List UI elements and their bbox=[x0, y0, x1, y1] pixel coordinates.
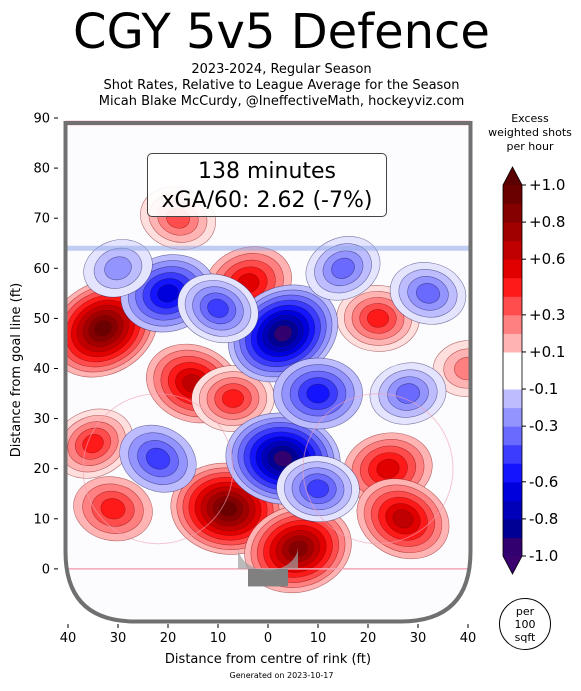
colorbar-band bbox=[503, 444, 522, 464]
hotspot bbox=[389, 262, 467, 325]
colorbar-band bbox=[503, 333, 522, 353]
colorbar-band bbox=[503, 537, 522, 557]
hotspot bbox=[65, 408, 134, 479]
colorbar-band bbox=[503, 463, 522, 483]
colorbar-title-line-1: Excess bbox=[511, 112, 549, 125]
rink-boards bbox=[63, 121, 473, 624]
units-badge-line-1: per bbox=[515, 605, 535, 618]
chart-title: CGY 5v5 Defence bbox=[73, 4, 490, 60]
hotspot bbox=[356, 478, 450, 560]
units-badge: per 100 sqft bbox=[499, 598, 551, 650]
y-tick-label: 20 bbox=[33, 462, 50, 477]
hotspot bbox=[273, 357, 363, 430]
x-axis-label: Distance from centre of rink (ft) bbox=[165, 652, 371, 667]
colorbar-band bbox=[503, 500, 522, 520]
y-tick-label: 50 bbox=[33, 312, 50, 327]
colorbar-tick-label: +0.6 bbox=[529, 250, 565, 268]
y-tick-label: 40 bbox=[33, 362, 50, 377]
y-tick-label: 10 bbox=[33, 512, 50, 527]
summary-box: 138 minutes xGA/60: 2.62 (-7%) bbox=[147, 153, 387, 217]
colorbar-band bbox=[503, 296, 522, 316]
colorbar-tick-label: -0.6 bbox=[529, 473, 558, 491]
colorbar-band bbox=[503, 203, 522, 223]
goal-net bbox=[248, 568, 288, 587]
hotspot bbox=[177, 273, 259, 343]
colorbar-min-arrow bbox=[503, 556, 522, 574]
colorbar-title-line-2: weighted shots bbox=[488, 126, 572, 139]
hotspot bbox=[73, 476, 153, 542]
colorbar-band bbox=[503, 370, 522, 390]
x-tick-label: 30 bbox=[410, 631, 427, 646]
y-tick-label: 70 bbox=[33, 212, 50, 227]
subtitle-description: Shot Rates, Relative to League Average f… bbox=[103, 78, 460, 93]
x-tick-label: 0 bbox=[264, 631, 272, 646]
colorbar-max-arrow bbox=[503, 167, 522, 185]
colorbar-title-line-3: per hour bbox=[506, 140, 554, 153]
colorbar-band bbox=[503, 407, 522, 427]
hotspot bbox=[276, 455, 360, 523]
units-badge-line-3: sqft bbox=[514, 631, 536, 644]
subtitle-author: Micah Blake McCurdy, @IneffectiveMath, h… bbox=[98, 94, 465, 109]
colorbar-tick-label: +1.0 bbox=[529, 176, 565, 194]
x-tick-label: 30 bbox=[110, 631, 127, 646]
y-tick-label: 0 bbox=[42, 562, 50, 577]
hotspot bbox=[305, 236, 381, 301]
heatmap-layer bbox=[65, 186, 471, 594]
hotspot bbox=[65, 279, 158, 378]
y-axis-label: Distance from goal line (ft) bbox=[9, 283, 24, 457]
colorbar-band bbox=[503, 259, 522, 279]
colorbar-band bbox=[503, 314, 522, 334]
x-tick-label: 20 bbox=[360, 631, 377, 646]
colorbar-tick-label: -0.3 bbox=[529, 417, 558, 435]
minutes-label: 138 minutes bbox=[197, 159, 337, 184]
colorbar-tick-label: -0.1 bbox=[529, 380, 558, 398]
xga-label: xGA/60: 2.62 (-7%) bbox=[161, 188, 373, 213]
x-tick-label: 40 bbox=[460, 631, 477, 646]
colorbar-band bbox=[503, 481, 522, 501]
colorbar-tick-label: +0.8 bbox=[529, 213, 565, 231]
x-tick-label: 10 bbox=[210, 631, 227, 646]
x-tick-label: 40 bbox=[60, 631, 77, 646]
colorbar-band bbox=[503, 222, 522, 242]
faceoff-circle-left bbox=[82, 393, 234, 545]
hotspot bbox=[191, 365, 275, 432]
hotspot bbox=[369, 362, 447, 425]
y-tick-label: 90 bbox=[33, 112, 50, 127]
generated-footer: Generated on 2023-10-17 bbox=[229, 671, 334, 680]
colorbar-tick-label: -1.0 bbox=[529, 547, 558, 565]
y-tick-label: 60 bbox=[33, 262, 50, 277]
colorbar-tick-label: +0.1 bbox=[529, 343, 565, 361]
hotspot bbox=[83, 239, 153, 298]
colorbar-band bbox=[503, 240, 522, 260]
colorbar-band bbox=[503, 426, 522, 446]
y-tick-label: 80 bbox=[33, 162, 50, 177]
units-badge-line-2: 100 bbox=[514, 618, 536, 631]
colorbar-tick-label: -0.8 bbox=[529, 510, 558, 528]
x-tick-label: 20 bbox=[160, 631, 177, 646]
colorbar-band bbox=[503, 351, 522, 371]
y-tick-label: 30 bbox=[33, 412, 50, 427]
colorbar-band bbox=[503, 518, 522, 538]
faceoff-circle-right bbox=[302, 393, 454, 545]
hotspot bbox=[119, 424, 197, 493]
goal-crease bbox=[238, 546, 298, 571]
colorbar-band bbox=[503, 277, 522, 297]
x-tick-label: 10 bbox=[310, 631, 327, 646]
subtitle-season: 2023-2024, Regular Season bbox=[191, 62, 372, 77]
colorbar-band bbox=[503, 389, 522, 409]
colorbar-title: Excess weighted shots per hour bbox=[480, 112, 580, 154]
colorbar-band bbox=[503, 185, 522, 205]
colorbar-tick-label: +0.3 bbox=[529, 306, 565, 324]
